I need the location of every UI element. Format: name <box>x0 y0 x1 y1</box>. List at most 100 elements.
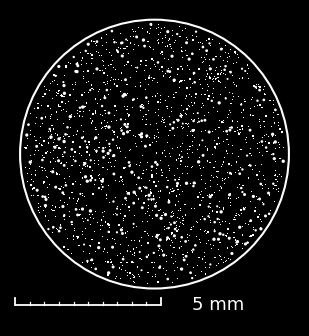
Point <box>139 176 144 181</box>
Point <box>95 255 99 261</box>
Point <box>74 63 78 69</box>
Point <box>183 48 188 53</box>
Point <box>156 179 161 184</box>
Point <box>226 163 231 169</box>
Point <box>120 53 125 59</box>
Point <box>93 127 98 132</box>
Point <box>63 132 68 137</box>
Point <box>94 148 99 154</box>
Point <box>167 236 172 242</box>
Point <box>100 68 105 73</box>
Point <box>123 117 128 122</box>
Point <box>33 117 38 123</box>
Point <box>163 272 168 278</box>
Point <box>163 212 168 217</box>
Point <box>225 59 230 65</box>
Point <box>138 83 143 89</box>
Point <box>203 265 208 270</box>
Point <box>145 255 150 260</box>
Point <box>141 114 146 120</box>
Point <box>266 190 271 196</box>
Point <box>130 272 135 277</box>
Point <box>248 199 253 204</box>
Point <box>41 181 46 186</box>
Point <box>208 220 213 225</box>
Point <box>28 128 32 133</box>
Point <box>146 36 151 42</box>
Point <box>174 219 179 224</box>
Point <box>93 125 98 130</box>
Point <box>211 56 216 62</box>
Point <box>105 221 110 227</box>
Point <box>138 108 143 113</box>
Point <box>52 78 57 83</box>
Point <box>107 218 112 223</box>
Point <box>57 136 61 141</box>
Point <box>113 77 118 82</box>
Point <box>85 51 90 56</box>
Point <box>248 234 252 239</box>
Point <box>221 129 226 134</box>
Point <box>122 92 127 97</box>
Point <box>215 175 220 180</box>
Point <box>159 247 164 252</box>
Point <box>173 177 178 182</box>
Point <box>270 134 275 139</box>
Point <box>260 105 265 111</box>
Point <box>107 152 112 158</box>
Point <box>160 40 165 45</box>
Point <box>112 81 117 87</box>
Point <box>71 234 76 239</box>
Point <box>234 211 239 216</box>
Point <box>79 153 84 158</box>
Point <box>102 93 107 98</box>
Point <box>238 127 243 132</box>
Point <box>185 146 190 152</box>
Point <box>197 255 201 260</box>
Point <box>109 119 114 124</box>
Point <box>78 105 83 111</box>
Point <box>273 139 278 145</box>
Point <box>166 163 171 168</box>
Point <box>221 207 226 212</box>
Point <box>275 179 280 184</box>
Point <box>80 175 85 181</box>
Point <box>83 164 88 169</box>
Point <box>101 136 106 141</box>
Point <box>156 243 161 249</box>
Point <box>231 60 236 66</box>
Point <box>218 71 223 77</box>
Point <box>110 262 115 267</box>
Point <box>170 240 175 245</box>
Point <box>109 46 114 51</box>
Point <box>119 227 124 233</box>
Point <box>184 93 189 99</box>
Point <box>93 96 98 101</box>
Point <box>243 99 248 104</box>
Point <box>132 275 137 280</box>
Point <box>73 149 78 154</box>
Point <box>134 172 139 178</box>
Point <box>101 176 106 182</box>
Point <box>51 126 56 131</box>
Point <box>35 199 40 205</box>
Point <box>164 268 169 274</box>
Point <box>207 41 212 46</box>
Point <box>262 177 267 182</box>
Point <box>56 91 61 96</box>
Point <box>97 87 102 92</box>
Point <box>192 117 197 122</box>
Point <box>111 37 116 42</box>
Point <box>208 205 213 210</box>
Point <box>179 112 184 118</box>
Point <box>247 163 252 168</box>
Point <box>121 131 126 136</box>
Point <box>272 199 277 204</box>
Point <box>185 132 190 138</box>
Point <box>114 229 119 235</box>
Point <box>146 38 151 44</box>
Point <box>206 93 211 98</box>
Point <box>216 261 221 266</box>
Point <box>224 148 229 154</box>
Point <box>187 182 192 188</box>
